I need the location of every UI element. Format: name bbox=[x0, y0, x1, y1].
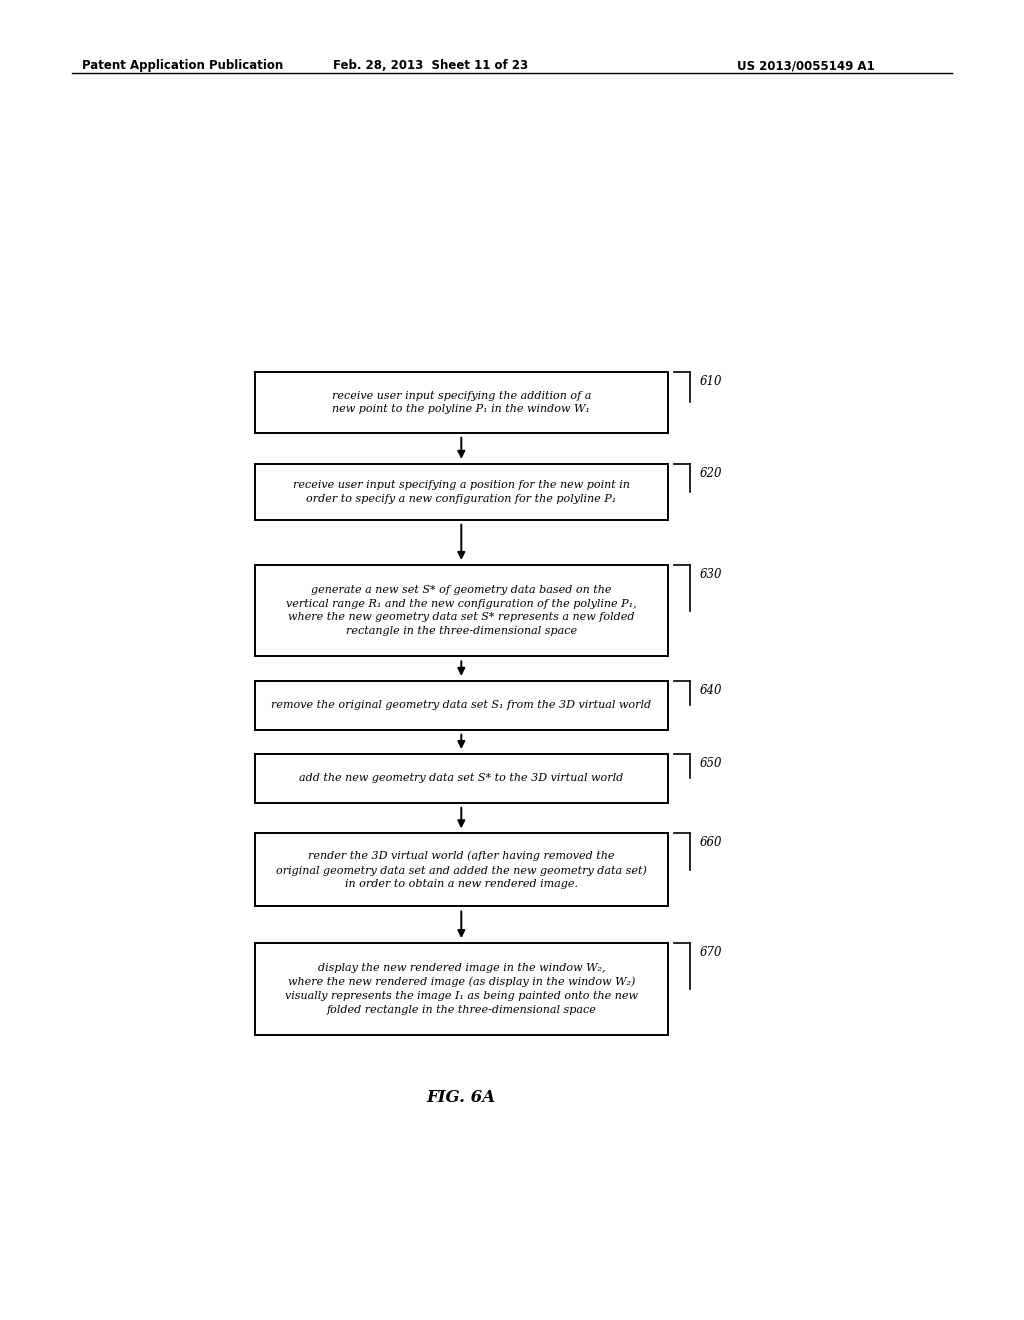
Text: 640: 640 bbox=[699, 684, 722, 697]
Text: US 2013/0055149 A1: US 2013/0055149 A1 bbox=[737, 59, 876, 73]
Text: 670: 670 bbox=[699, 946, 722, 960]
Text: 610: 610 bbox=[699, 375, 722, 388]
Text: 660: 660 bbox=[699, 837, 722, 849]
Text: render the 3D virtual world (after having removed the
original geometry data set: render the 3D virtual world (after havin… bbox=[275, 850, 647, 890]
Text: display the new rendered image in the window W₂,
where the new rendered image (a: display the new rendered image in the wi… bbox=[285, 964, 638, 1015]
Bar bbox=[255, 463, 668, 520]
Text: 620: 620 bbox=[699, 467, 722, 480]
Text: 630: 630 bbox=[699, 568, 722, 581]
Text: Patent Application Publication: Patent Application Publication bbox=[82, 59, 284, 73]
Text: remove the original geometry data set S₁ from the 3D virtual world: remove the original geometry data set S₁… bbox=[271, 700, 651, 710]
Text: generate a new set S* of geometry data based on the
vertical range R₁ and the ne: generate a new set S* of geometry data b… bbox=[286, 585, 637, 636]
Text: 650: 650 bbox=[699, 758, 722, 770]
Bar bbox=[255, 681, 668, 730]
Bar bbox=[255, 942, 668, 1035]
Bar bbox=[255, 833, 668, 907]
Text: receive user input specifying the addition of a
new point to the polyline P₁ in : receive user input specifying the additi… bbox=[332, 391, 591, 414]
Bar bbox=[255, 754, 668, 803]
Text: Feb. 28, 2013  Sheet 11 of 23: Feb. 28, 2013 Sheet 11 of 23 bbox=[333, 59, 527, 73]
Bar bbox=[255, 565, 668, 656]
Bar bbox=[255, 372, 668, 433]
Text: add the new geometry data set S* to the 3D virtual world: add the new geometry data set S* to the … bbox=[299, 774, 624, 783]
Text: receive user input specifying a position for the new point in
order to specify a: receive user input specifying a position… bbox=[293, 480, 630, 503]
Text: FIG. 6A: FIG. 6A bbox=[427, 1089, 496, 1106]
